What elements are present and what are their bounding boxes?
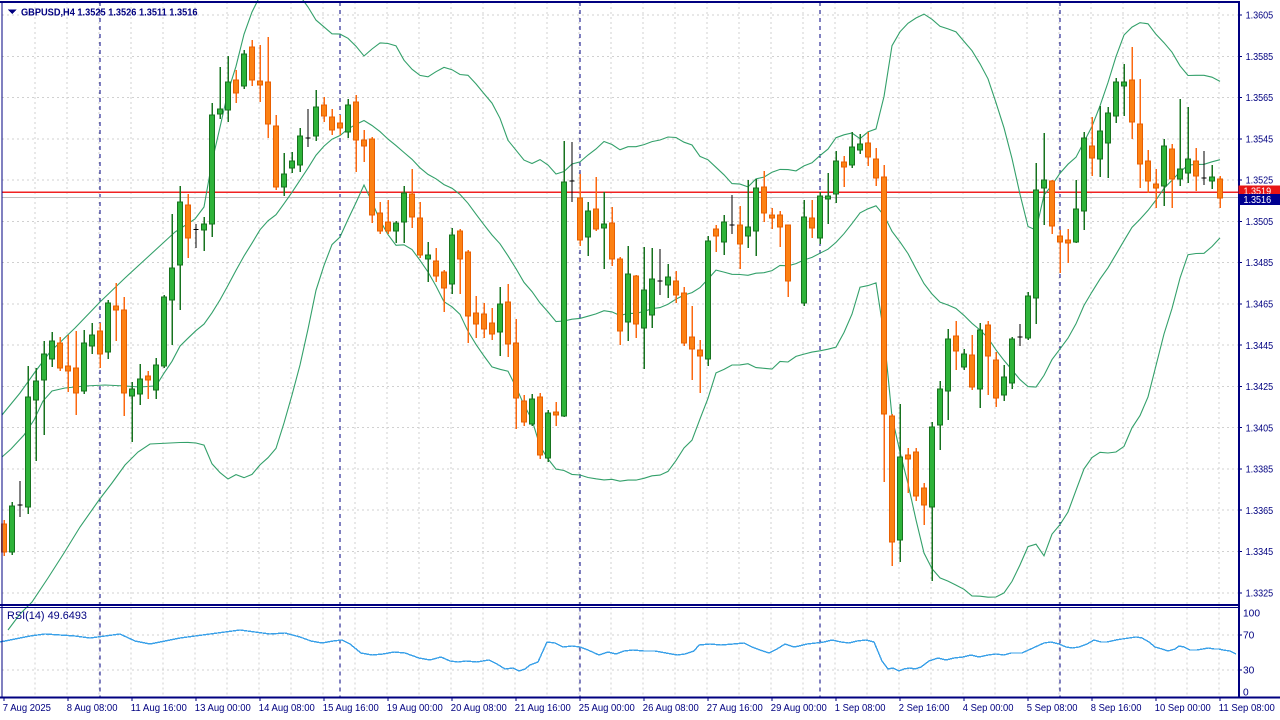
svg-text:29 Aug 00:00: 29 Aug 00:00 xyxy=(771,703,828,714)
svg-text:70: 70 xyxy=(1243,630,1255,641)
svg-text:19 Aug 00:00: 19 Aug 00:00 xyxy=(387,703,444,714)
svg-text:1.3585: 1.3585 xyxy=(1246,52,1274,63)
svg-text:1.3445: 1.3445 xyxy=(1246,341,1274,352)
svg-text:1.3385: 1.3385 xyxy=(1246,465,1274,476)
svg-text:GBPUSD,H4 1.3525 1.3526 1.351: GBPUSD,H4 1.3525 1.3526 1.3511 1.3516 xyxy=(21,7,198,19)
svg-text:5 Sep 08:00: 5 Sep 08:00 xyxy=(1027,703,1078,714)
svg-text:1.3525: 1.3525 xyxy=(1246,176,1274,187)
svg-text:15 Aug 16:00: 15 Aug 16:00 xyxy=(323,703,380,714)
svg-text:1.3485: 1.3485 xyxy=(1246,258,1274,269)
svg-text:7 Aug 2025: 7 Aug 2025 xyxy=(3,703,51,714)
svg-text:8 Aug 08:00: 8 Aug 08:00 xyxy=(67,703,118,714)
svg-text:1 Sep 08:00: 1 Sep 08:00 xyxy=(835,703,886,714)
svg-text:1.3565: 1.3565 xyxy=(1246,93,1274,104)
svg-text:1.3519: 1.3519 xyxy=(1244,186,1272,197)
svg-text:4 Sep 00:00: 4 Sep 00:00 xyxy=(963,703,1014,714)
svg-text:1.3425: 1.3425 xyxy=(1246,382,1274,393)
svg-text:1.3365: 1.3365 xyxy=(1246,506,1274,517)
svg-text:1.3505: 1.3505 xyxy=(1246,217,1274,228)
svg-text:11 Aug 16:00: 11 Aug 16:00 xyxy=(131,703,188,714)
svg-text:25 Aug 00:00: 25 Aug 00:00 xyxy=(579,703,636,714)
svg-text:1.3605: 1.3605 xyxy=(1246,11,1274,22)
svg-text:8 Sep 16:00: 8 Sep 16:00 xyxy=(1091,703,1142,714)
svg-text:1.3545: 1.3545 xyxy=(1246,134,1274,145)
svg-text:2 Sep 16:00: 2 Sep 16:00 xyxy=(899,703,950,714)
svg-text:1.3465: 1.3465 xyxy=(1246,300,1274,311)
svg-text:21 Aug 16:00: 21 Aug 16:00 xyxy=(515,703,572,714)
svg-text:1.3516: 1.3516 xyxy=(1244,195,1272,206)
svg-text:1.3325: 1.3325 xyxy=(1246,588,1274,599)
svg-text:0: 0 xyxy=(1243,688,1249,699)
svg-text:13 Aug 00:00: 13 Aug 00:00 xyxy=(195,703,252,714)
svg-text:14 Aug 08:00: 14 Aug 08:00 xyxy=(259,703,316,714)
svg-text:1.3345: 1.3345 xyxy=(1246,547,1274,558)
svg-text:10 Sep 00:00: 10 Sep 00:00 xyxy=(1155,703,1212,714)
svg-text:11 Sep 08:00: 11 Sep 08:00 xyxy=(1219,703,1276,714)
svg-text:1.3405: 1.3405 xyxy=(1246,423,1274,434)
svg-text:27 Aug 16:00: 27 Aug 16:00 xyxy=(707,703,764,714)
svg-text:30: 30 xyxy=(1243,666,1255,677)
svg-text:20 Aug 08:00: 20 Aug 08:00 xyxy=(451,703,508,714)
svg-text:100: 100 xyxy=(1243,609,1260,620)
svg-text:RSI(14) 49.6493: RSI(14) 49.6493 xyxy=(7,610,87,622)
svg-text:26 Aug 08:00: 26 Aug 08:00 xyxy=(643,703,700,714)
